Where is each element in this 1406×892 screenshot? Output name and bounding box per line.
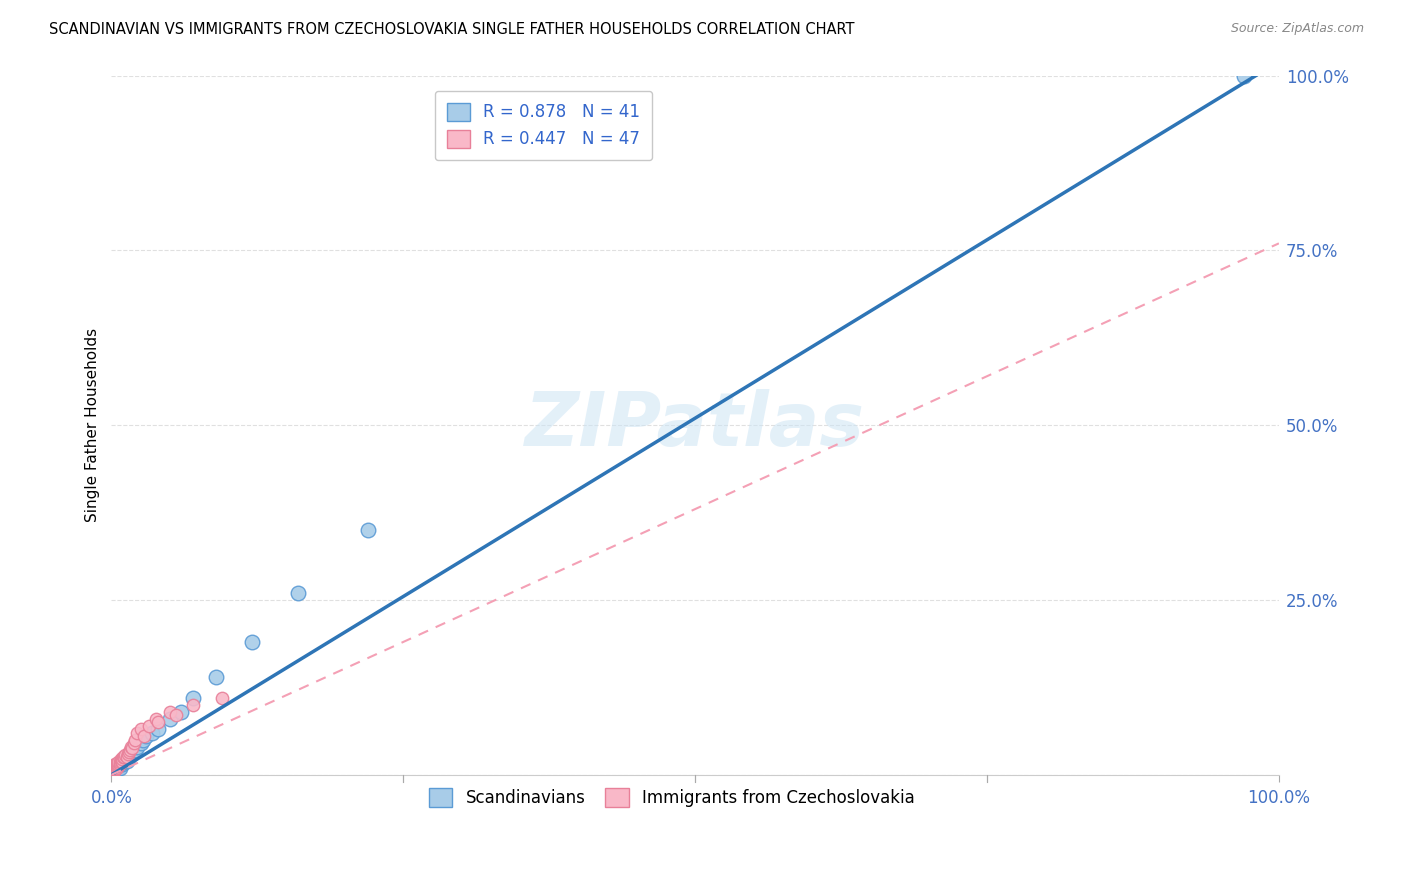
- Point: [103, 761, 125, 775]
- Point: [357, 523, 380, 537]
- Point: [112, 750, 135, 764]
- Point: [170, 705, 193, 719]
- Point: [101, 764, 124, 779]
- Point: [120, 747, 142, 761]
- Point: [104, 757, 127, 772]
- Point: [181, 698, 204, 712]
- Point: [121, 741, 143, 756]
- Point: [165, 708, 187, 723]
- Point: [107, 761, 129, 775]
- Point: [205, 670, 228, 684]
- Point: [121, 747, 143, 761]
- Point: [110, 757, 132, 772]
- Point: [287, 586, 309, 600]
- Point: [112, 754, 135, 768]
- Point: [105, 758, 128, 772]
- Point: [104, 763, 127, 777]
- Point: [159, 712, 181, 726]
- Point: [105, 757, 128, 772]
- Point: [101, 764, 124, 779]
- Point: [101, 763, 124, 777]
- Point: [103, 763, 125, 777]
- Point: [111, 757, 134, 772]
- Point: [127, 739, 149, 754]
- Point: [146, 715, 169, 730]
- Point: [108, 756, 131, 770]
- Point: [138, 719, 160, 733]
- Point: [110, 752, 132, 766]
- Point: [129, 723, 152, 737]
- Point: [112, 750, 135, 764]
- Point: [122, 743, 145, 757]
- Point: [105, 761, 128, 775]
- Point: [104, 761, 127, 775]
- Point: [240, 635, 263, 649]
- Y-axis label: Single Father Households: Single Father Households: [86, 328, 100, 522]
- Point: [115, 754, 138, 768]
- Point: [105, 761, 128, 775]
- Point: [146, 723, 169, 737]
- Point: [104, 764, 127, 779]
- Point: [101, 765, 124, 780]
- Point: [107, 756, 129, 770]
- Point: [120, 743, 142, 757]
- Point: [107, 759, 129, 773]
- Point: [107, 757, 129, 772]
- Point: [117, 750, 139, 764]
- Point: [103, 764, 125, 779]
- Point: [108, 757, 131, 772]
- Point: [124, 743, 146, 757]
- Point: [141, 726, 163, 740]
- Point: [104, 762, 127, 776]
- Point: [112, 756, 135, 770]
- Point: [124, 732, 146, 747]
- Point: [129, 736, 152, 750]
- Point: [103, 764, 125, 779]
- Text: ZIPatlas: ZIPatlas: [526, 389, 865, 462]
- Point: [117, 747, 139, 761]
- Point: [111, 752, 134, 766]
- Point: [108, 757, 131, 772]
- Text: Source: ZipAtlas.com: Source: ZipAtlas.com: [1230, 22, 1364, 36]
- Point: [145, 712, 167, 726]
- Point: [211, 690, 233, 705]
- Point: [103, 762, 125, 776]
- Point: [108, 761, 131, 775]
- Point: [107, 759, 129, 773]
- Point: [132, 730, 155, 744]
- Point: [110, 754, 132, 768]
- Point: [105, 756, 128, 771]
- Point: [105, 758, 128, 772]
- Point: [120, 747, 142, 761]
- Point: [105, 761, 128, 775]
- Text: SCANDINAVIAN VS IMMIGRANTS FROM CZECHOSLOVAKIA SINGLE FATHER HOUSEHOLDS CORRELAT: SCANDINAVIAN VS IMMIGRANTS FROM CZECHOSL…: [49, 22, 855, 37]
- Point: [122, 736, 145, 750]
- Point: [105, 762, 128, 776]
- Point: [120, 739, 142, 754]
- Point: [111, 756, 134, 770]
- Point: [1233, 69, 1256, 83]
- Point: [114, 748, 136, 763]
- Point: [103, 759, 125, 773]
- Point: [118, 746, 141, 760]
- Point: [112, 754, 135, 768]
- Point: [135, 730, 157, 744]
- Point: [127, 726, 149, 740]
- Legend: Scandinavians, Immigrants from Czechoslovakia: Scandinavians, Immigrants from Czechoslo…: [420, 780, 924, 815]
- Point: [105, 761, 128, 775]
- Point: [104, 759, 127, 773]
- Point: [118, 750, 141, 764]
- Point: [114, 754, 136, 768]
- Point: [181, 690, 204, 705]
- Point: [159, 705, 181, 719]
- Point: [132, 732, 155, 747]
- Point: [114, 750, 136, 764]
- Point: [115, 750, 138, 764]
